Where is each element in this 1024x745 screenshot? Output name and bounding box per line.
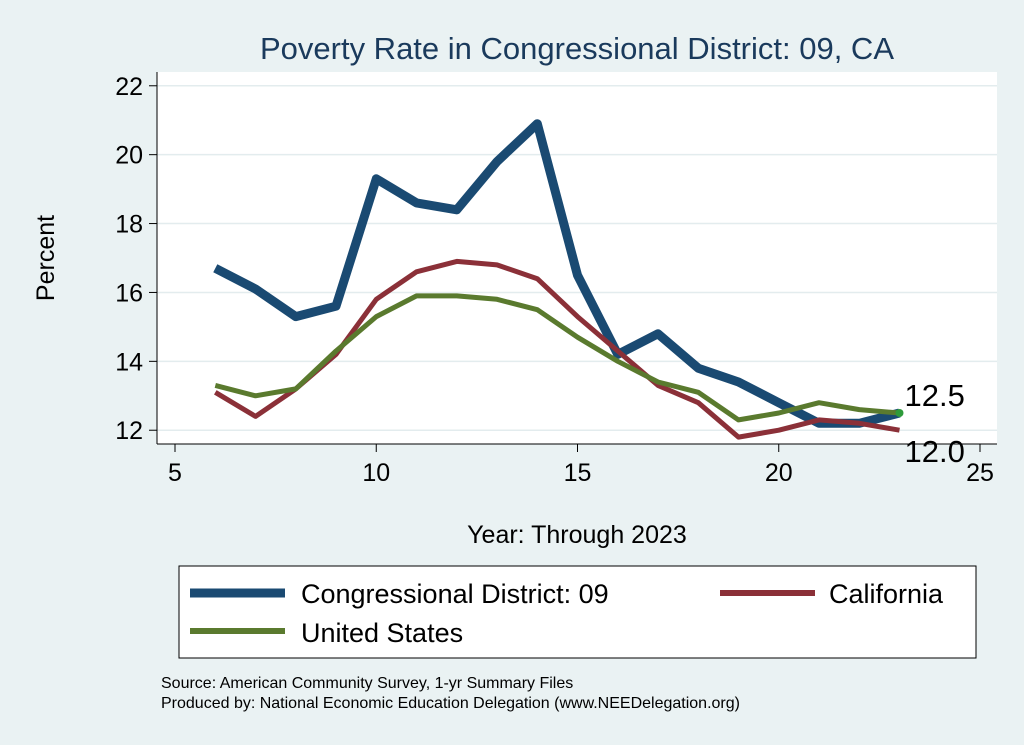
x-tick-label: 5 (168, 459, 182, 487)
x-tick-label: 25 (966, 459, 994, 487)
data-series (213, 119, 904, 440)
y-tick-label: 18 (115, 211, 143, 239)
x-tick-label: 20 (765, 459, 793, 487)
series-line-united-states (214, 293, 900, 423)
legend-label-united-states: United States (301, 618, 463, 648)
producer-note: Produced by: National Economic Education… (161, 695, 740, 712)
end-point-marker (895, 409, 904, 417)
x-tick-label: 15 (564, 459, 592, 487)
district-end-label: 12.5 (905, 378, 965, 413)
legend-box (178, 565, 977, 659)
legend: Congressional District: 09 California Un… (178, 565, 977, 659)
source-note: Source: American Community Survey, 1-yr … (161, 675, 573, 692)
legend-label-district: Congressional District: 09 (301, 579, 609, 609)
end-labels: 12.5 12.0 (905, 378, 965, 469)
gridlines (157, 85, 997, 431)
x-axis-title: Year: Through 2023 (467, 521, 687, 549)
y-axis-title: Percent (32, 215, 60, 301)
axis-ticks: 12 14 16 18 20 22 5 10 15 20 25 (115, 73, 994, 487)
series-line-congressional-district-09 (213, 119, 901, 428)
y-tick-label: 20 (115, 142, 143, 170)
chart-title: Poverty Rate in Congressional District: … (260, 31, 894, 66)
y-tick-label: 16 (115, 279, 143, 307)
y-tick-label: 14 (115, 348, 143, 376)
x-tick-label: 10 (362, 459, 390, 487)
legend-label-california: California (829, 579, 944, 609)
y-tick-label: 12 (115, 417, 143, 445)
california-end-label: 12.0 (905, 434, 965, 469)
y-tick-label: 22 (115, 73, 143, 101)
